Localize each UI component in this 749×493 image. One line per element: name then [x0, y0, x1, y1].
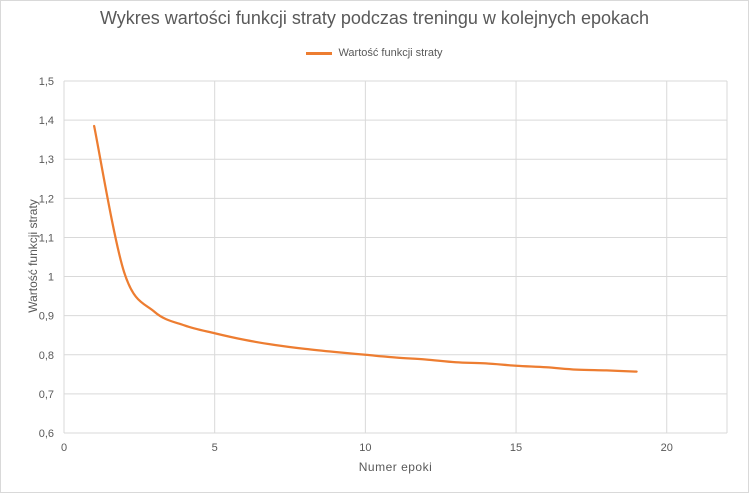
- y-tick-label: 1,5: [39, 76, 54, 88]
- y-tick-label: 0,7: [39, 389, 54, 401]
- x-axis-label: Numer epoki: [358, 460, 433, 474]
- legend: Wartość funkcji straty: [0, 47, 749, 59]
- y-tick-label: 0,8: [39, 350, 54, 362]
- legend-label: Wartość funkcji straty: [338, 47, 443, 60]
- y-tick-label: 1,1: [39, 232, 54, 244]
- y-axis-label: Wartość funkcji straty: [26, 199, 40, 313]
- y-tick-label: 1,4: [39, 115, 54, 127]
- series-line: [93, 124, 638, 373]
- x-tick-label: 0: [61, 442, 67, 454]
- y-tick-label: 1: [48, 272, 54, 284]
- y-tick-label: 0,6: [39, 428, 54, 440]
- x-tick-label: 15: [510, 442, 522, 454]
- legend-swatch: [306, 51, 333, 55]
- x-tick-label: 5: [212, 442, 218, 454]
- y-tick-label: 0,9: [39, 311, 54, 323]
- y-tick-label: 1,3: [39, 154, 54, 166]
- chart-title: Wykres wartości funkcji straty podczas t…: [99, 8, 650, 28]
- x-tick-label: 10: [359, 442, 371, 454]
- y-tick-label: 1,2: [39, 193, 54, 205]
- x-tick-label: 20: [661, 442, 673, 454]
